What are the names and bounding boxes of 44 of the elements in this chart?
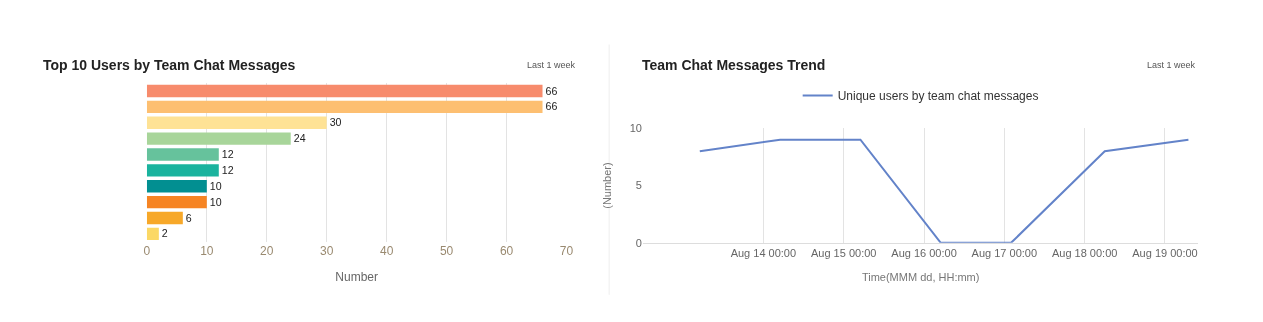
bar [146, 84, 543, 98]
x-tick-label: Aug 16 00:00 [891, 247, 957, 260]
x-tick-label: 40 [379, 243, 394, 258]
text: Last 1 week [527, 60, 576, 70]
x-tick-label: 50 [439, 243, 454, 258]
x-tick-label: 30 [320, 243, 334, 258]
x-axis-title: Number [335, 269, 379, 284]
x-tick-label: 20 [260, 243, 274, 258]
y-axis-title: (Number) [601, 162, 614, 209]
bar [146, 116, 327, 129]
data-label: 66 [545, 84, 558, 97]
data-label: 66 [545, 100, 558, 113]
x-axis-title: Time(MMM dd, HH:mm) [861, 271, 980, 284]
bar [146, 195, 207, 209]
data-label: 12 [221, 163, 234, 176]
data-label: 10 [209, 179, 222, 192]
bar [146, 148, 219, 161]
data-label: 24 [293, 132, 306, 145]
chart-title: Team Chat Messages Trend [642, 57, 826, 73]
x-tick-label: 70 [559, 243, 574, 258]
x-tick-label: Aug 17 00:00 [971, 247, 1038, 260]
data-label: 6 [185, 211, 192, 224]
data-label: 10 [209, 195, 222, 208]
bar [146, 211, 183, 225]
x-tick-label: Aug 15 00:00 [810, 247, 877, 260]
data-label: 12 [221, 148, 234, 161]
bar [146, 100, 543, 114]
bar [146, 180, 207, 193]
x-tick-label: Aug 19 00:00 [1132, 247, 1198, 260]
legend-label: Unique users by team chat messages [837, 89, 1039, 104]
x-tick-label: 60 [499, 243, 514, 258]
y-tick-label: 10 [629, 122, 642, 135]
bar [146, 164, 219, 177]
bar [146, 227, 159, 241]
text: Last 1 week [1147, 60, 1196, 70]
x-tick-label: 0 [143, 243, 151, 258]
chart-title: Top 10 Users by Team Chat Messages [43, 57, 296, 73]
x-tick-label: 10 [200, 243, 214, 258]
bar [146, 132, 291, 145]
data-label: 30 [329, 116, 342, 129]
x-tick-label: Aug 18 00:00 [1051, 247, 1118, 260]
y-tick-label: 5 [635, 179, 642, 192]
data-label: 2 [161, 227, 168, 240]
x-tick-label: Aug 14 00:00 [730, 247, 797, 260]
